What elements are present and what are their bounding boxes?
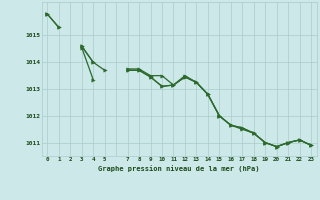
X-axis label: Graphe pression niveau de la mer (hPa): Graphe pression niveau de la mer (hPa) — [99, 165, 260, 172]
